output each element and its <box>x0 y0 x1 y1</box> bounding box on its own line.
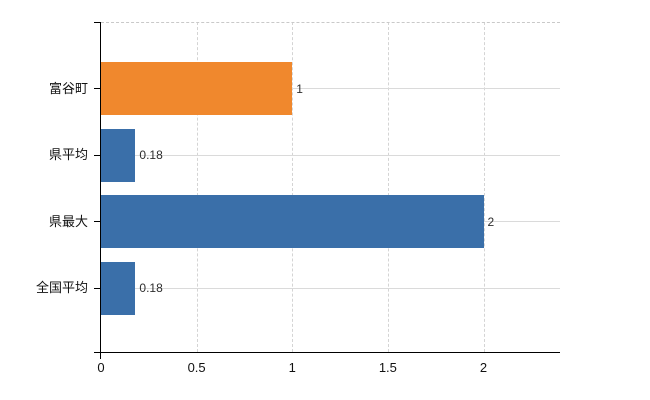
y-axis-label: 県平均 <box>48 147 88 162</box>
horizontal-gridline <box>101 287 560 289</box>
y-axis-label: 県最大 <box>48 213 88 229</box>
plot-area: 1 富谷町 0.18 県平均 2 県最大 0.18 全国平均 0 0.5 1 1.5 2 <box>36 22 560 375</box>
vertical-gridline-1.5 <box>387 22 389 352</box>
plot-top-border <box>101 22 560 23</box>
x-axis-tick-label: 1 <box>288 360 296 375</box>
y-axis-tick <box>94 88 100 89</box>
x-axis-tick-label: 0.5 <box>187 360 206 375</box>
y-axis-label: 全国平均 <box>35 280 88 295</box>
x-axis-tick-label: 1.5 <box>378 360 397 375</box>
bar-県平均 <box>101 128 136 182</box>
y-axis-tick <box>94 287 100 289</box>
vertical-gridline-1 <box>292 22 294 352</box>
bar-富谷町 <box>101 62 293 115</box>
bar-value-label: 0.18 <box>139 281 163 295</box>
x-axis-tick-label: 0 <box>97 360 105 375</box>
y-axis-end-tick <box>94 22 100 23</box>
bar-県最大 <box>101 195 484 248</box>
x-axis-tick-label: 2 <box>479 360 488 375</box>
y-axis <box>100 22 101 359</box>
bar-全国平均 <box>101 261 136 315</box>
bar-value-label: 0.18 <box>139 148 163 162</box>
vertical-gridline-2 <box>483 22 485 352</box>
horizontal-gridline <box>101 88 560 89</box>
bar-value-label: 1 <box>296 81 303 96</box>
y-axis-tick <box>94 221 100 222</box>
vertical-gridline-0.5 <box>196 22 198 352</box>
y-axis-label: 富谷町 <box>48 80 88 96</box>
x-axis <box>94 352 560 353</box>
bar-value-label: 2 <box>487 214 495 229</box>
y-axis-tick <box>94 154 100 156</box>
horizontal-gridline <box>101 154 560 156</box>
